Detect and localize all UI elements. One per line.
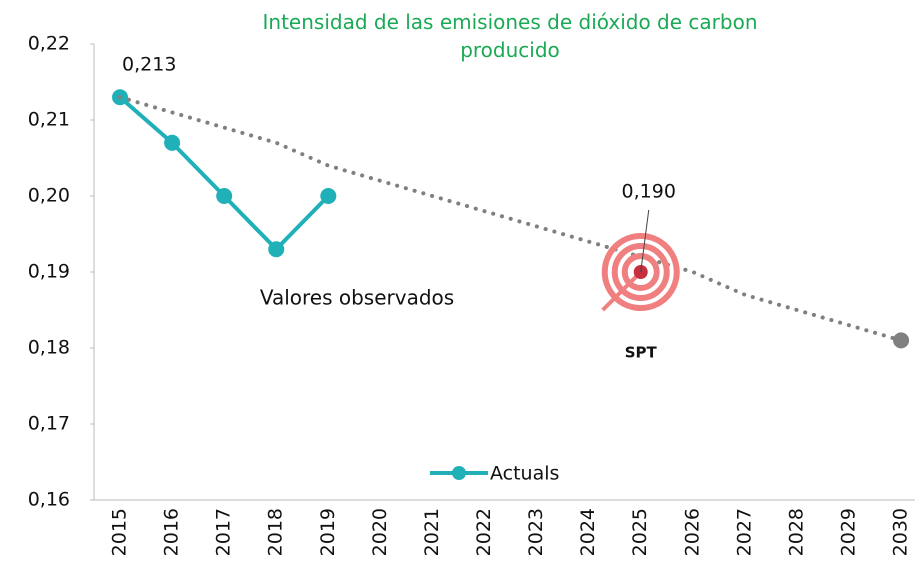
x-tick-label: 2015 bbox=[109, 508, 131, 556]
target-name: SPT bbox=[625, 344, 658, 362]
target-arrow bbox=[601, 270, 643, 312]
data-point bbox=[320, 188, 337, 204]
x-tick-label: 2016 bbox=[161, 508, 183, 556]
x-tick-label: 2022 bbox=[473, 508, 495, 556]
y-tick-label: 0,20 bbox=[28, 185, 70, 207]
x-tick-label: 2018 bbox=[265, 508, 287, 556]
y-tick-label: 0,21 bbox=[28, 109, 70, 131]
data-label: 0,213 bbox=[122, 54, 176, 76]
y-tick-label: 0,22 bbox=[28, 33, 70, 55]
chart-title: Intensidad de las emisiones de dióxido d… bbox=[262, 10, 758, 62]
series-line bbox=[118, 95, 904, 343]
y-tick-label: 0,16 bbox=[28, 489, 70, 511]
y-tick-label: 0,18 bbox=[28, 337, 70, 359]
annotation: Valores observados bbox=[260, 286, 454, 310]
data-point bbox=[893, 332, 910, 349]
target-ring bbox=[621, 253, 660, 291]
x-tick-label: 2017 bbox=[213, 508, 235, 556]
x-tick-label: 2028 bbox=[785, 508, 807, 556]
target-ring bbox=[611, 243, 670, 301]
x-tick-label: 2026 bbox=[681, 508, 703, 556]
x-tick-label: 2023 bbox=[525, 508, 547, 556]
legend-marker bbox=[452, 466, 466, 480]
target-ring bbox=[601, 233, 680, 311]
x-tick-label: 2024 bbox=[577, 508, 599, 556]
x-tick-label: 2019 bbox=[317, 508, 339, 556]
leader-line bbox=[640, 209, 650, 273]
series-line bbox=[118, 95, 331, 253]
y-tick-label: 0,19 bbox=[28, 261, 70, 283]
data-point bbox=[164, 134, 181, 151]
data-point bbox=[216, 188, 233, 204]
data-point bbox=[268, 241, 285, 258]
legend-label: Actuals bbox=[490, 463, 559, 485]
target-label: 0,190 bbox=[622, 181, 676, 203]
x-tick-label: 2021 bbox=[421, 508, 443, 556]
x-tick-label: 2029 bbox=[838, 508, 860, 556]
x-tick-label: 2025 bbox=[629, 508, 651, 556]
y-tick-label: 0,17 bbox=[28, 413, 70, 435]
x-tick-label: 2027 bbox=[733, 508, 755, 556]
x-tick-label: 2020 bbox=[369, 508, 391, 556]
x-tick-label: 2030 bbox=[890, 508, 912, 556]
